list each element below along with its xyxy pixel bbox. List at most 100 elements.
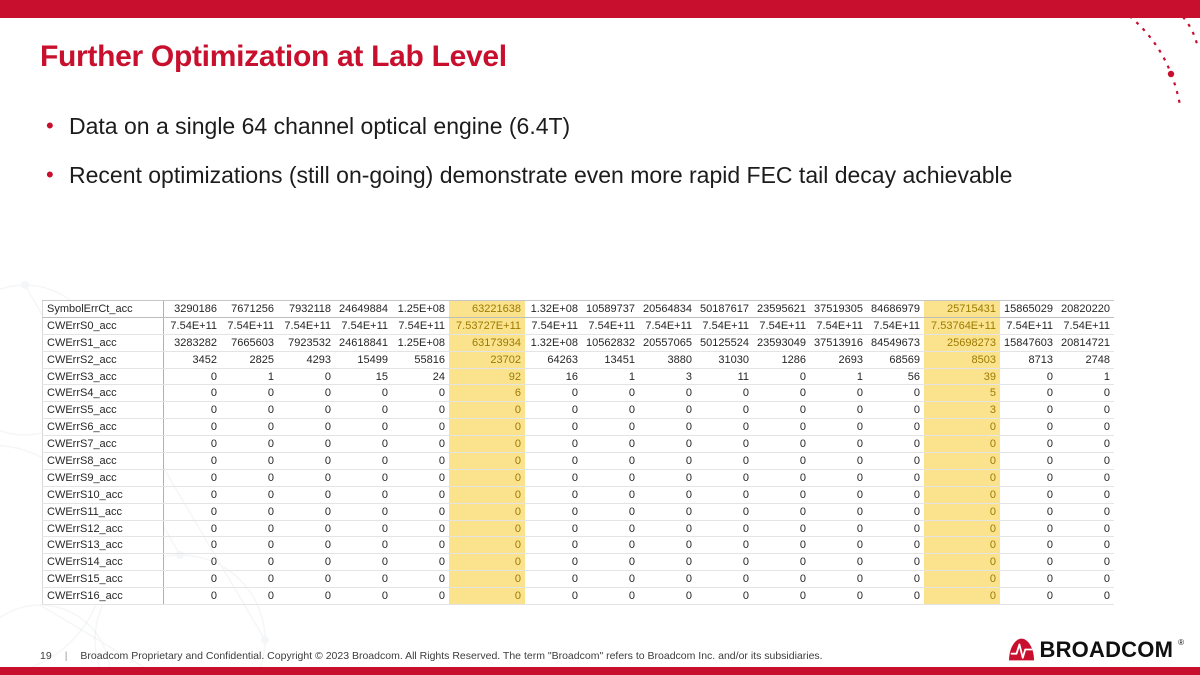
- table-cell: 0: [267, 421, 274, 434]
- table-row: CWErrS10_acc 0 0 0 0 0 0 0 0 0 0 0 0 0 0 0 0: [42, 486, 1114, 504]
- row-label: CWErrS4_acc: [42, 385, 164, 402]
- table-cell: 10562832: [586, 336, 635, 349]
- table-cell: 0: [799, 404, 806, 417]
- table-cell: 7.54E+11: [341, 319, 388, 332]
- table-cell: 0: [685, 421, 692, 434]
- table-cell: 0: [571, 488, 578, 501]
- table-cell: 0: [324, 505, 331, 518]
- table-cell: 11: [737, 370, 749, 383]
- table-cell: 0: [913, 438, 920, 451]
- table-cell: 0: [742, 556, 749, 569]
- table-row: CWErrS12_acc 0 0 0 0 0 0 0 0 0 0 0 0 0 0 0 0: [42, 520, 1114, 538]
- table-cell: 0: [685, 539, 692, 552]
- table-cell: 0: [438, 539, 445, 552]
- table-cell: 0: [685, 471, 692, 484]
- table-cell: 0: [1103, 539, 1110, 552]
- table-cell: 1: [628, 370, 635, 383]
- table-cell: 0: [571, 404, 578, 417]
- table-cell: 0: [799, 387, 806, 400]
- table-cell: 7665603: [231, 336, 274, 349]
- broadcom-logo: BROADCOM ®: [1008, 637, 1184, 662]
- table-row: CWErrS4_acc 0 0 0 0 0 6 0 0 0 0 0 0 0 5 0 0: [42, 385, 1114, 403]
- table-cell: 0: [449, 520, 525, 537]
- row-label: CWErrS10_acc: [42, 486, 164, 503]
- table-cell: 0: [628, 573, 635, 586]
- table-cell: 2825: [249, 353, 274, 366]
- bullet-item: Recent optimizations (still on-going) de…: [44, 159, 1159, 191]
- table-cell: 0: [449, 503, 525, 520]
- row-label: CWErrS0_acc: [42, 317, 164, 334]
- table-cell: 0: [685, 590, 692, 603]
- table-cell: 0: [924, 588, 1000, 605]
- table-cell: 15499: [357, 353, 388, 366]
- table-cell: 0: [449, 554, 525, 571]
- table-cell: 0: [799, 421, 806, 434]
- table-cell: 0: [1046, 522, 1053, 535]
- slide-title: Further Optimization at Lab Level: [40, 40, 507, 73]
- table-cell: 0: [913, 556, 920, 569]
- table-cell: 64263: [547, 353, 578, 366]
- table-cell: 0: [742, 438, 749, 451]
- table-cell: 0: [628, 455, 635, 468]
- table-row: CWErrS16_acc 0 0 0 0 0 0 0 0 0 0 0 0 0 0 0 0: [42, 588, 1114, 606]
- table-cell: 0: [685, 455, 692, 468]
- table-cell: 0: [381, 404, 388, 417]
- table-cell: 0: [1046, 505, 1053, 518]
- table-row: CWErrS9_acc 0 0 0 0 0 0 0 0 0 0 0 0 0 0 0 0: [42, 469, 1114, 487]
- table-cell: 0: [799, 438, 806, 451]
- table-cell: 0: [449, 588, 525, 605]
- table-cell: 0: [1046, 370, 1053, 383]
- table-row: CWErrS14_acc 0 0 0 0 0 0 0 0 0 0 0 0 0 0 0 0: [42, 554, 1114, 572]
- table-cell: 15865029: [1004, 303, 1053, 315]
- table-cell: 0: [924, 436, 1000, 453]
- table-row: CWErrS3_acc 0 1 0 15 24 92 16 1 3 11 0 1 56 39 0 1: [42, 368, 1114, 386]
- table-cell: 0: [685, 404, 692, 417]
- table-cell: 15847603: [1004, 336, 1053, 349]
- table-cell: 0: [438, 590, 445, 603]
- table-cell: 0: [1046, 556, 1053, 569]
- table-cell: 0: [210, 387, 217, 400]
- table-cell: 0: [449, 486, 525, 503]
- table-cell: 0: [449, 402, 525, 419]
- table-cell: 7.54E+11: [702, 319, 749, 332]
- table-cell: 5: [924, 385, 1000, 402]
- footer: 19 | Broadcom Proprietary and Confidenti…: [40, 650, 823, 662]
- table-cell: 39: [924, 368, 1000, 385]
- table-cell: 0: [210, 471, 217, 484]
- bullet-item: Data on a single 64 channel optical engi…: [44, 110, 1159, 142]
- table-row: CWErrS2_acc 3452 2825 4293 15499 55816 23702 64…: [42, 351, 1114, 369]
- row-label: SymbolErrCt_acc: [42, 301, 164, 317]
- row-label: CWErrS13_acc: [42, 537, 164, 554]
- table-cell: 0: [856, 421, 863, 434]
- table-cell: 0: [913, 404, 920, 417]
- broadcom-pulse-icon: [1008, 638, 1034, 661]
- table-cell: 0: [210, 421, 217, 434]
- table-cell: 1: [267, 370, 274, 383]
- table-cell: 0: [1103, 455, 1110, 468]
- table-cell: 0: [628, 539, 635, 552]
- table-cell: 0: [449, 436, 525, 453]
- table-cell: 3: [685, 370, 692, 383]
- table-cell: 2748: [1085, 353, 1110, 366]
- row-label: CWErrS11_acc: [42, 503, 164, 520]
- table-cell: 0: [381, 488, 388, 501]
- table-cell: 50125524: [700, 336, 749, 349]
- table-cell: 7.54E+11: [227, 319, 274, 332]
- table-row: CWErrS6_acc 0 0 0 0 0 0 0 0 0 0 0 0 0 0 0 0: [42, 419, 1114, 437]
- table-cell: 0: [324, 573, 331, 586]
- table-cell: 20820220: [1061, 303, 1110, 315]
- table-cell: 84549673: [871, 336, 920, 349]
- table-cell: 92: [449, 368, 525, 385]
- table-cell: 0: [1046, 438, 1053, 451]
- table-cell: 0: [324, 421, 331, 434]
- table-cell: 0: [628, 387, 635, 400]
- table-cell: 3452: [192, 353, 217, 366]
- table-cell: 0: [324, 387, 331, 400]
- table-cell: 0: [1103, 404, 1110, 417]
- table-cell: 0: [913, 573, 920, 586]
- table-cell: 0: [381, 573, 388, 586]
- row-label: CWErrS7_acc: [42, 436, 164, 453]
- table-cell: 3880: [667, 353, 692, 366]
- table-cell: 0: [742, 590, 749, 603]
- table-cell: 0: [210, 590, 217, 603]
